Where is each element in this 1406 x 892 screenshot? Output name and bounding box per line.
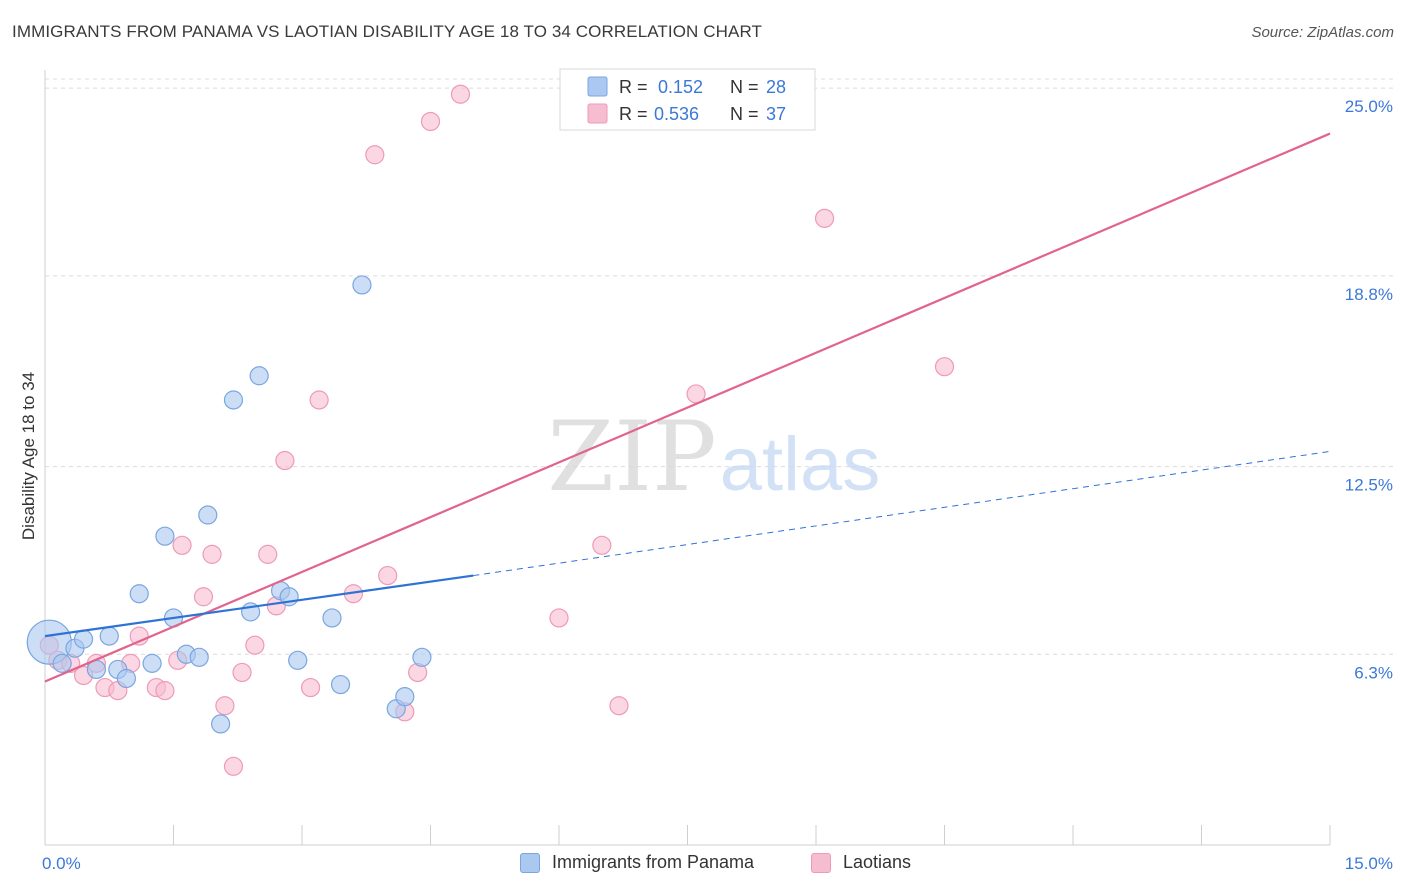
panama-point-22 — [322, 608, 342, 628]
legend-r-label-0: R = — [619, 77, 648, 97]
legend-bottom: Immigrants from Panama Laotians — [0, 852, 1406, 878]
panama-point-23 — [330, 674, 351, 695]
panama-point-10 — [155, 526, 175, 546]
laotians-point-35 — [814, 208, 835, 228]
watermark: ZIP atlas — [547, 401, 880, 513]
panama-trend-line — [44, 574, 474, 638]
legend-n-value-0: 28 — [766, 77, 786, 97]
laotians-point-29 — [420, 111, 441, 132]
panama-point-26 — [395, 687, 415, 707]
panama-point-1 — [52, 653, 72, 673]
laotians-point-21 — [275, 450, 295, 471]
legend-swatch-panama — [520, 852, 540, 873]
watermark-zip: ZIP — [547, 401, 716, 513]
panama-point-15 — [211, 714, 231, 734]
panama-point-5 — [99, 626, 119, 646]
legend-n-value-1: 37 — [766, 104, 786, 124]
laotians-point-10 — [155, 681, 175, 701]
grid-lines — [45, 78, 1393, 655]
legend-item-panama: Immigrants from Panama — [520, 852, 754, 873]
legend-label-laotians: Laotians — [843, 852, 912, 872]
panama-point-7 — [116, 668, 136, 689]
y-tick-label-0: 6.3% — [1354, 663, 1393, 682]
laotians-point-32 — [592, 535, 612, 555]
panama-point-3 — [73, 629, 94, 649]
panama-point-16 — [223, 390, 244, 410]
y-axis-label: Disability Age 18 to 34 — [19, 372, 38, 540]
panama-trend-line-dashed — [473, 450, 1331, 577]
y-tick-label-1: 12.5% — [1345, 476, 1393, 495]
legend-swatch-blue — [587, 76, 608, 97]
legend-n-label-0: N = — [730, 77, 759, 97]
legend-label-panama: Immigrants from Panama — [552, 852, 755, 872]
panama-point-18 — [249, 366, 269, 386]
trend-lines — [44, 132, 1331, 683]
x-tick-label-1: 15.0% — [1345, 854, 1393, 873]
laotians-point-23 — [309, 390, 329, 410]
laotians-point-18 — [245, 635, 265, 655]
x-tick-label-0: 0.0% — [42, 854, 81, 873]
laotians-point-12 — [172, 535, 192, 555]
laotians-point-30 — [450, 84, 471, 104]
laotians-point-16 — [223, 756, 244, 776]
legend-item-laotians: Laotians — [811, 852, 911, 873]
legend-r-label-1: R = — [619, 104, 648, 124]
axes — [44, 70, 1331, 846]
panama-point-21 — [288, 650, 308, 670]
laotians-point-26 — [378, 565, 398, 586]
laotians-point-33 — [609, 696, 629, 716]
laotians-point-36 — [934, 357, 955, 377]
panama-point-27 — [412, 647, 432, 667]
laotians-point-14 — [202, 544, 222, 564]
legend-top: R = 0.152 N = 28 R = 0.536 N = 37 — [559, 68, 816, 131]
legend-r-value-0: 0.152 — [658, 77, 703, 97]
laotians-point-15 — [215, 696, 235, 716]
legend-swatch-laotians — [811, 852, 831, 873]
tick-labels: 6.3% 12.5% 18.8% 25.0% 0.0% 15.0% — [42, 97, 1393, 873]
laotians-point-25 — [365, 145, 385, 165]
source-label: Source: ZipAtlas.com — [1251, 24, 1394, 41]
laotians-point-31 — [549, 608, 569, 628]
legend-r-value-1: 0.536 — [654, 104, 699, 124]
panama-point-24 — [352, 275, 372, 295]
y-tick-label-2: 18.8% — [1345, 285, 1393, 304]
laotians-trend-line — [44, 132, 1331, 683]
legend-swatch-pink — [587, 103, 608, 124]
legend-n-label-1: N = — [730, 104, 759, 124]
laotians-point-17 — [232, 662, 252, 683]
laotians-point-22 — [300, 677, 321, 698]
panama-point-8 — [129, 584, 149, 604]
y-tick-label-3: 25.0% — [1345, 97, 1393, 116]
chart-title: IMMIGRANTS FROM PANAMA VS LAOTIAN DISABI… — [12, 22, 763, 41]
panama-point-13 — [189, 647, 209, 667]
panama-point-9 — [142, 653, 162, 673]
laotians-point-13 — [193, 587, 214, 607]
panama-point-14 — [198, 505, 218, 525]
series-panama-points — [26, 275, 432, 734]
laotians-point-19 — [258, 544, 278, 564]
watermark-atlas: atlas — [720, 422, 881, 507]
